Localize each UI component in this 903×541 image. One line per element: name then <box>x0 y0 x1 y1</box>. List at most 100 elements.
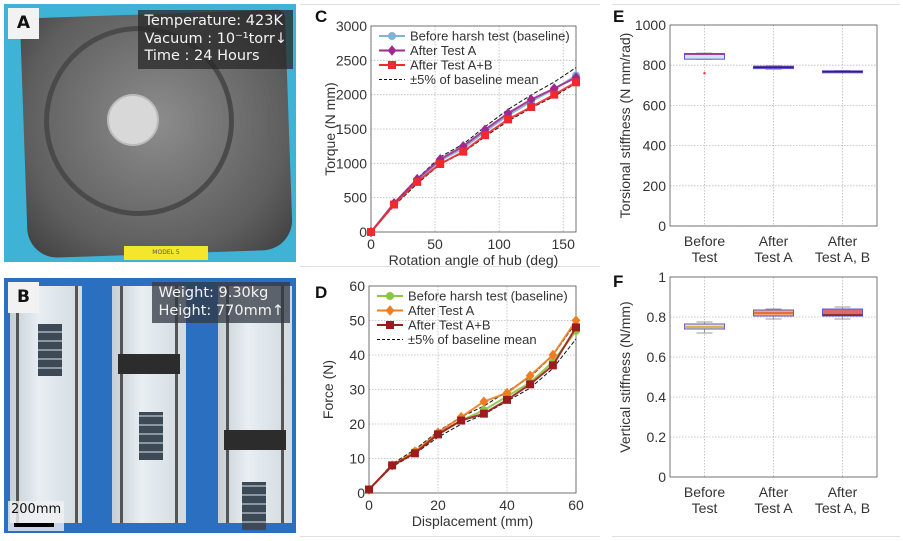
box-1 <box>753 65 794 70</box>
y-axis-label: Torsional stiffness (N mm/rad) <box>617 33 633 219</box>
drop-weight <box>118 354 180 374</box>
panel-letter-e: E <box>613 7 624 26</box>
legend-label: Before harsh test (baseline) <box>410 29 570 44</box>
data-point <box>458 140 468 152</box>
x-tick-label: 20 <box>430 497 446 513</box>
x-tick-label: 40 <box>499 497 515 513</box>
legend-label: After Test A+B <box>410 58 493 73</box>
band-line <box>370 82 577 233</box>
category-label: Before <box>684 233 725 249</box>
panel-letter-f: F <box>613 272 623 291</box>
panel-letter-a: A <box>8 8 39 39</box>
data-point <box>549 83 559 94</box>
data-point <box>435 154 445 165</box>
data-point <box>550 90 559 99</box>
y-tick-label: 0 <box>359 224 367 240</box>
y-tick-label: 0 <box>658 469 666 485</box>
series-line <box>368 326 577 491</box>
x-tick-label: 100 <box>487 236 511 252</box>
data-point <box>390 200 399 209</box>
data-point <box>387 45 397 56</box>
legend: Before harsh test (baseline)After Test A… <box>379 29 570 87</box>
y-tick-label: 1000 <box>635 17 666 33</box>
category-label: After <box>828 484 858 500</box>
y-tick-label: 60 <box>349 278 365 294</box>
data-point <box>365 485 373 494</box>
plot-frame <box>669 276 878 478</box>
drop-conditions-overlay: Weight: 9.30kg Height: 770mm↑ <box>152 282 290 323</box>
outlier-point <box>703 72 706 75</box>
wheel-stack <box>139 412 163 460</box>
box-2 <box>822 306 863 320</box>
divider <box>300 266 600 267</box>
series-2 <box>365 323 580 494</box>
category-label: Before <box>684 484 725 500</box>
data-point <box>367 228 375 236</box>
y-tick-label: 20 <box>349 416 365 432</box>
box <box>822 308 863 317</box>
wheel-stack <box>38 324 62 376</box>
height-text: Height: 770mm↑ <box>158 302 284 319</box>
scale-bar: 200mm <box>8 501 64 531</box>
panel-letter-d: D <box>315 283 327 302</box>
series-line <box>370 76 577 233</box>
x-axis-label: Displacement (mm) <box>412 513 533 529</box>
category-label: Test <box>692 249 718 265</box>
x-tick-label: 50 <box>427 236 443 252</box>
data-point <box>526 94 536 105</box>
data-point <box>572 78 580 87</box>
data-point <box>434 430 442 439</box>
chart-c: 0 500 1000 1500 2000 2500 3000 0 50 100 150 Torque … <box>315 7 581 268</box>
y-axis-label: Vertical stiffness (N/mm) <box>617 301 633 452</box>
y-tick-label: 1000 <box>336 155 367 171</box>
data-point <box>481 131 490 140</box>
data-point <box>388 461 397 470</box>
category-label: Test A, B <box>815 249 870 265</box>
data-point <box>571 315 581 326</box>
y-tick-label: 0.4 <box>647 389 667 405</box>
data-point <box>548 361 557 370</box>
legend-label: After Test A <box>410 43 477 58</box>
time-text: Time : 24 Hours <box>144 48 260 64</box>
legend-label: Before harsh test (baseline) <box>408 289 568 304</box>
data-point <box>386 321 394 329</box>
legend-label: After Test A <box>408 303 475 318</box>
data-point <box>436 160 445 169</box>
photo-thermal-vacuum-test: MODEL 5 Temperature: 423K Vacuum : 10⁻¹t… <box>4 4 296 262</box>
y-tick-label: 1500 <box>336 121 367 137</box>
category-label: After <box>759 484 789 500</box>
photo-drop-test: Weight: 9.30kg Height: 770mm↑ 200mm B <box>4 278 296 533</box>
data-point <box>388 61 396 69</box>
wheel-hub-image <box>107 94 159 146</box>
legend-label: ±5% of baseline mean <box>408 332 537 347</box>
data-point <box>479 396 489 407</box>
panel-letter-b: B <box>8 282 39 313</box>
x-tick-label: 150 <box>552 236 576 252</box>
divider <box>612 4 900 5</box>
y-tick-label: 0.2 <box>647 429 667 445</box>
x-tick-label: 0 <box>367 236 375 252</box>
x-axis-label: Rotation angle of hub (deg) <box>389 252 559 268</box>
data-point <box>457 416 466 425</box>
category-label: Test A <box>754 249 793 265</box>
data-point <box>548 349 558 361</box>
data-point <box>479 409 488 418</box>
data-point <box>526 380 535 389</box>
weight-text: Weight: 9.30kg <box>158 285 269 301</box>
wheel-stack <box>242 482 266 530</box>
scale-bar-label: 200mm <box>11 502 62 517</box>
drop-frame-3 <box>218 286 292 530</box>
y-axis-label: Force (N) <box>320 360 336 419</box>
data-point <box>385 305 395 316</box>
model-label-sticker: MODEL 5 <box>124 246 208 260</box>
drop-frame-1 <box>10 286 82 523</box>
series-line <box>370 81 577 233</box>
divider <box>300 536 600 537</box>
y-axis-label: Torque (N mm) <box>322 82 338 175</box>
drop-frame-2 <box>112 286 186 523</box>
y-tick-label: 800 <box>643 57 667 73</box>
data-point <box>388 32 396 40</box>
y-tick-label: 10 <box>349 451 365 467</box>
y-tick-label: 0 <box>357 485 365 501</box>
